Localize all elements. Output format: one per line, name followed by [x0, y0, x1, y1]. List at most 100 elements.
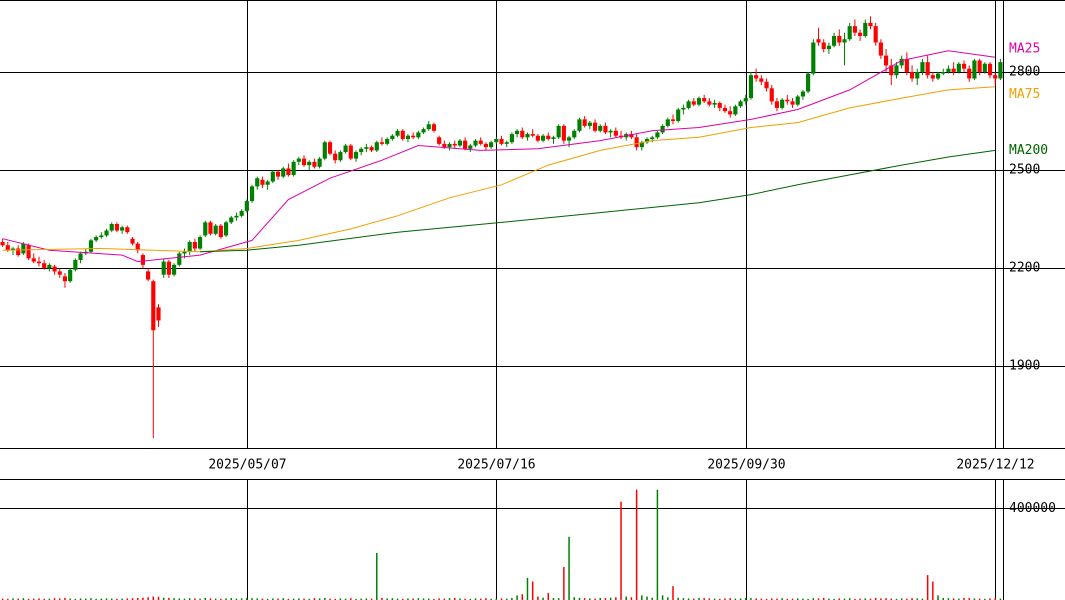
candle-body [702, 98, 707, 102]
candle-body [977, 60, 982, 72]
candle-body [816, 39, 821, 43]
candle-body [16, 248, 21, 256]
y-tick-label: 1900 [1009, 359, 1040, 374]
y-tick-label: 2500 [1009, 163, 1040, 178]
candle-body [343, 145, 348, 153]
candle-body [691, 101, 696, 105]
candle-body [68, 269, 73, 282]
candle-body [390, 135, 395, 139]
candle-body [572, 130, 577, 138]
candle-body [296, 158, 301, 162]
candle-body [494, 138, 499, 143]
candle-body [177, 253, 182, 265]
candle-body [644, 138, 650, 143]
candle-body [639, 142, 644, 148]
candle-body [73, 259, 78, 270]
candle-body [717, 103, 722, 108]
moving-average-line [2, 86, 996, 253]
candle-body [463, 140, 468, 149]
candle-body [603, 125, 608, 133]
candle-body [540, 135, 546, 141]
candle-body [509, 134, 514, 143]
candle-body [738, 101, 743, 107]
candle-body [821, 42, 826, 50]
candle-body [728, 111, 733, 115]
candle-body [748, 75, 754, 99]
candle-body [182, 251, 187, 254]
candle-body [151, 281, 156, 331]
candle-body [281, 168, 286, 177]
candle-body [78, 253, 83, 260]
candle-body [213, 225, 218, 234]
candle-body [234, 215, 239, 218]
candle-body [676, 109, 681, 121]
candle-body [379, 142, 385, 144]
candle-body [956, 63, 961, 72]
candle-body [722, 107, 728, 112]
legend-label: MA200 [1009, 143, 1048, 158]
candle-body [499, 138, 504, 144]
candle-body [847, 26, 852, 40]
candle-body [993, 75, 998, 79]
candle-body [613, 130, 618, 136]
candle-body [327, 142, 333, 154]
candle-body [852, 26, 857, 33]
candle-body [166, 261, 171, 275]
candle-body [364, 147, 369, 149]
candle-body [587, 122, 592, 126]
candle-body [99, 235, 104, 238]
candle-body [935, 73, 941, 79]
candle-body [598, 125, 603, 131]
candle-body [156, 307, 161, 321]
candle-body [385, 138, 390, 144]
candle-body [629, 134, 634, 138]
candle-body [925, 62, 930, 76]
candle-body [520, 130, 525, 138]
legend-label: MA75 [1009, 87, 1040, 102]
candle-body [421, 129, 426, 133]
candle-body [665, 119, 670, 126]
candle-body [592, 122, 598, 131]
candle-body [270, 171, 275, 182]
y-tick-label: 2200 [1009, 261, 1040, 276]
candle-body [353, 152, 359, 159]
candle-body [42, 263, 47, 269]
candle-body [504, 142, 509, 144]
candle-body [36, 261, 42, 264]
candle-body [915, 71, 920, 79]
candle-body [411, 135, 416, 138]
candle-body [780, 99, 785, 108]
candle-body [582, 119, 587, 126]
candle-body [244, 201, 249, 211]
candle-body [608, 130, 613, 133]
candle-body [52, 266, 57, 272]
candle-body [452, 143, 457, 146]
candle-body [255, 178, 260, 187]
candle-body [114, 224, 120, 231]
y-tick-label: 2800 [1009, 65, 1040, 80]
candle-body [135, 243, 140, 251]
candle-body [982, 63, 987, 72]
candle-body [307, 161, 312, 166]
candle-body [260, 179, 265, 185]
moving-average-line [2, 50, 996, 263]
candle-body [800, 91, 805, 97]
candle-body [842, 39, 847, 43]
candle-body [431, 124, 437, 131]
candle-body [941, 71, 946, 74]
candle-body [198, 237, 203, 249]
candle-body [275, 171, 281, 177]
candle-body [811, 42, 816, 74]
candle-body [806, 73, 811, 92]
candle-body [286, 168, 291, 175]
candle-body [769, 88, 774, 102]
candle-body [556, 125, 561, 138]
candle-body [655, 132, 660, 138]
candle-body [249, 186, 255, 202]
candle-body [5, 245, 10, 251]
candle-body [208, 222, 213, 234]
candle-body [837, 35, 842, 43]
candle-body [437, 137, 442, 144]
candle-body [104, 230, 109, 236]
x-tick-label: 2025/05/07 [208, 458, 286, 473]
